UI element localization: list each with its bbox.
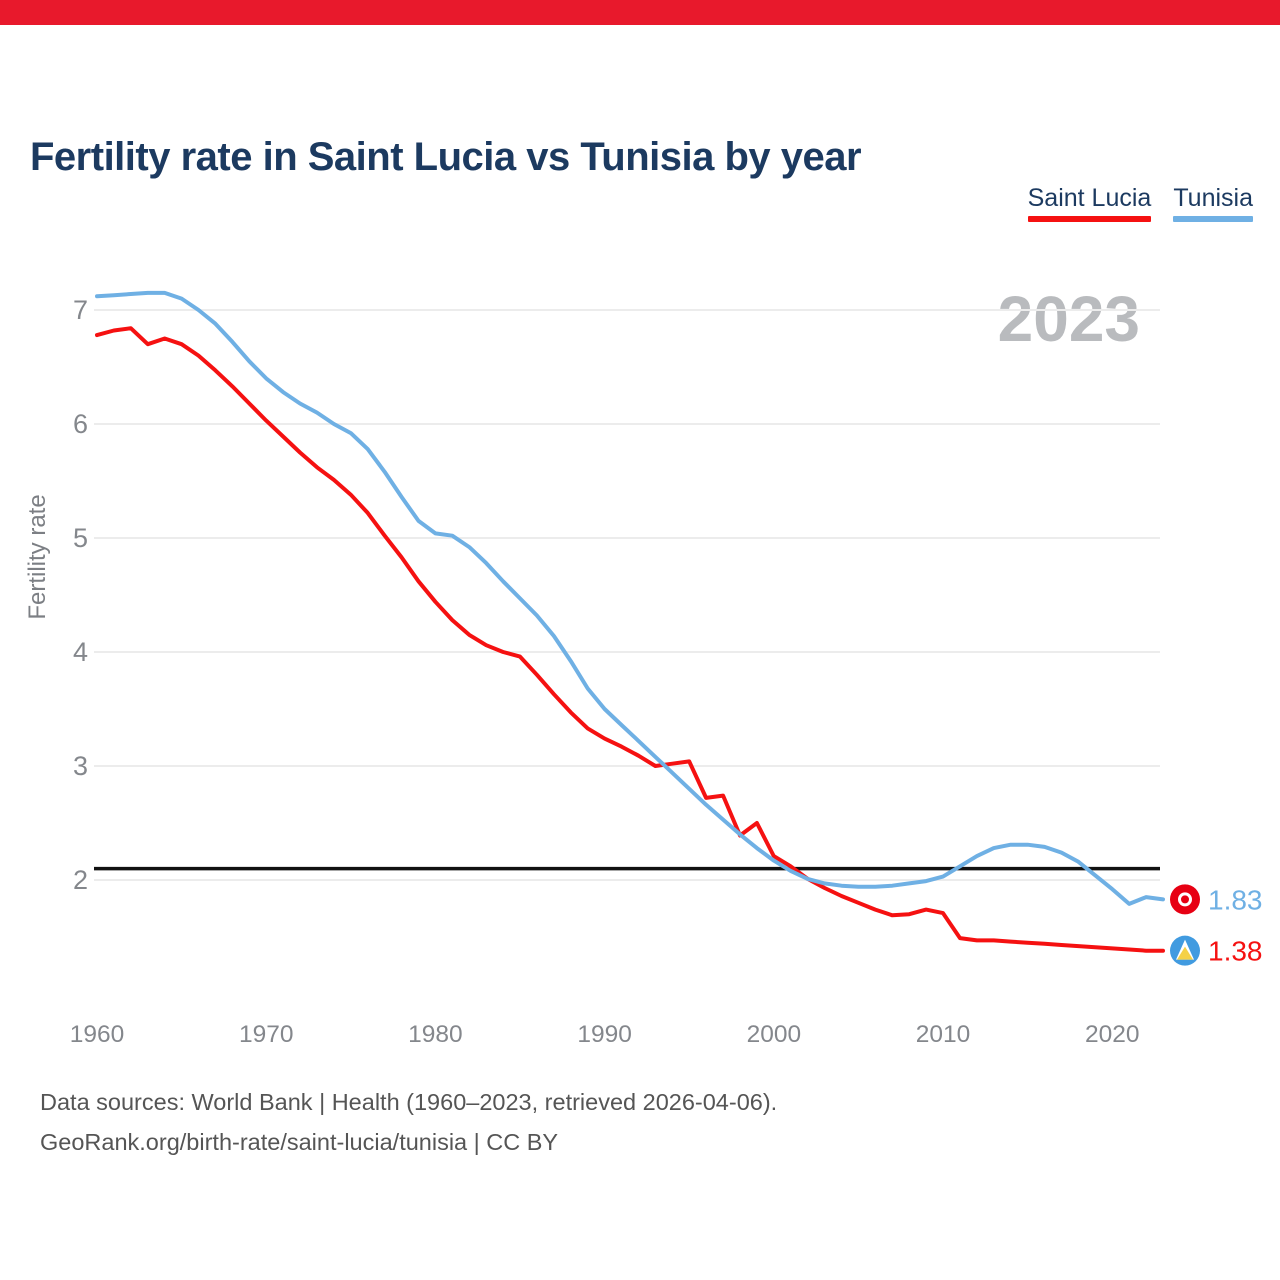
legend-label-tunisia: Tunisia (1173, 184, 1253, 212)
page-title: Fertility rate in Saint Lucia vs Tunisia… (30, 134, 862, 179)
footer-sources-line: Data sources: World Bank | Health (1960–… (40, 1089, 778, 1115)
x-tick-2020: 2020 (1085, 1021, 1140, 1048)
y-tick-4: 4 (73, 637, 88, 667)
x-tick-1970: 1970 (239, 1021, 294, 1048)
end-value-tunisia: 1.83 (1208, 884, 1263, 915)
legend-item-tunisia[interactable]: Tunisia (1173, 184, 1253, 222)
y-axis-label: Fertility rate (24, 494, 51, 619)
legend-item-saint-lucia[interactable]: Saint Lucia (1027, 184, 1152, 222)
saint-lucia-flag-icon (1170, 935, 1200, 966)
series-line-tunisia[interactable] (95, 290, 1165, 906)
x-tick-2010: 2010 (916, 1021, 971, 1048)
legend-swatch-saint-lucia (1027, 216, 1152, 222)
x-tick-2000: 2000 (747, 1021, 802, 1048)
end-value-saint-lucia: 1.38 (1208, 936, 1263, 967)
y-tick-2: 2 (73, 865, 88, 895)
tunisia-flag-crescent (1181, 895, 1189, 904)
legend-label-saint-lucia: Saint Lucia (1027, 184, 1152, 212)
x-tick-1980: 1980 (408, 1021, 463, 1048)
legend-swatch-tunisia (1173, 216, 1253, 222)
footer-attribution-line: GeoRank.org/birth-rate/saint-lucia/tunis… (40, 1129, 559, 1155)
saint-lucia-flag-gold-triangle (1177, 946, 1193, 960)
x-tick-1960: 1960 (70, 1021, 125, 1048)
tunisia-flag-icon (1170, 884, 1200, 915)
legend: Saint Lucia Tunisia (1027, 184, 1253, 222)
y-tick-6: 6 (73, 409, 88, 439)
y-tick-3: 3 (73, 751, 88, 781)
watermark-year: 2023 (998, 283, 1140, 355)
y-tick-5: 5 (73, 523, 88, 553)
series-line-saint-lucia[interactable] (95, 326, 1165, 953)
y-tick-7: 7 (73, 295, 88, 325)
x-tick-1990: 1990 (577, 1021, 632, 1048)
top-accent-bar (0, 0, 1280, 25)
footer: Data sources: World Bank | Health (1960–… (40, 1082, 777, 1162)
